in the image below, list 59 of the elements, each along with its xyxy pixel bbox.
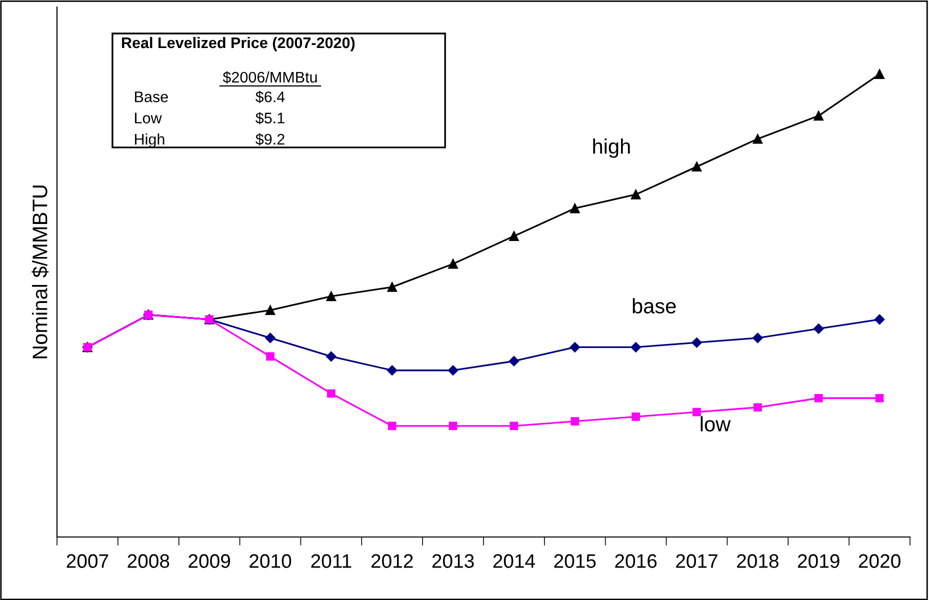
point xyxy=(266,352,274,361)
point xyxy=(265,332,276,344)
series-label: base xyxy=(632,298,676,314)
x-tick-label: 2009 xyxy=(188,554,230,568)
point xyxy=(630,342,641,352)
point xyxy=(874,314,885,325)
point xyxy=(814,110,824,121)
x-tick-label: 2011 xyxy=(311,554,352,568)
x-tick-label: 2020 xyxy=(858,554,900,568)
point xyxy=(813,324,824,334)
x-tick-label: 2008 xyxy=(128,554,170,568)
point xyxy=(387,282,397,292)
x-tick-label: 2007 xyxy=(66,554,108,568)
point xyxy=(875,394,884,402)
x-tick-label: 2015 xyxy=(554,554,596,568)
point xyxy=(448,365,458,376)
point xyxy=(509,231,519,241)
x-tick-label: 2019 xyxy=(798,554,840,568)
point xyxy=(265,305,276,316)
point xyxy=(874,69,884,79)
x-tick-label: 2010 xyxy=(250,554,292,568)
point xyxy=(570,203,580,214)
point xyxy=(570,417,580,426)
point xyxy=(388,422,396,430)
point xyxy=(632,412,640,421)
x-tick-label: 2013 xyxy=(432,554,474,568)
point xyxy=(570,342,580,352)
point xyxy=(692,408,701,416)
x-tick-label: 2017 xyxy=(676,554,718,568)
point xyxy=(630,190,641,200)
series-label: high xyxy=(593,138,630,158)
annotation: $5.1 xyxy=(256,112,284,124)
x-tick-label: 2012 xyxy=(371,554,413,568)
point xyxy=(510,422,518,430)
text: Real Levelized Price (2007-2020) xyxy=(122,36,355,52)
annotation: Low xyxy=(135,112,162,124)
point xyxy=(448,422,458,430)
point xyxy=(386,365,398,376)
x-tick-label: 2014 xyxy=(493,554,536,568)
point xyxy=(326,351,336,362)
annotation: High xyxy=(135,133,164,148)
point xyxy=(326,291,336,302)
point xyxy=(448,259,458,269)
point xyxy=(814,394,823,402)
y-axis-title: Nominal $/MMBTU xyxy=(32,186,49,358)
point xyxy=(752,134,763,144)
point xyxy=(692,337,702,348)
point xyxy=(692,162,702,172)
x-tick-label: 2018 xyxy=(737,554,778,568)
annotation: $2006/MMBtu xyxy=(222,71,317,84)
point xyxy=(752,332,763,344)
annotation: $9.2 xyxy=(256,133,284,146)
annotation: Base xyxy=(135,92,168,102)
series-label: low xyxy=(700,416,731,432)
annotation: $6.4 xyxy=(256,90,285,104)
x-tick-label: 2016 xyxy=(615,554,657,568)
point xyxy=(327,389,336,398)
point xyxy=(508,356,520,366)
point xyxy=(754,403,762,412)
